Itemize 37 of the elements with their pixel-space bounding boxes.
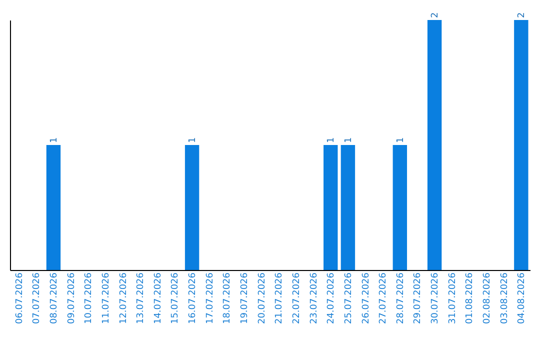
x-tick-label: 23.07.2026 xyxy=(309,272,320,324)
x-tick-label: 13.07.2026 xyxy=(136,272,146,324)
x-tick-label: 15.07.2026 xyxy=(170,272,181,324)
x-tick-label: 12.07.2026 xyxy=(118,272,129,324)
x-tick-label: 02.08.2026 xyxy=(482,272,493,324)
x-tick-label: 17.07.2026 xyxy=(205,272,216,324)
x-tick-label: 16.07.2026 xyxy=(188,272,198,324)
x-tick-label: 25.07.2026 xyxy=(344,272,354,324)
x-tick-label: 14.07.2026 xyxy=(153,272,164,324)
x-tick-label: 28.07.2026 xyxy=(396,272,406,324)
x-tick-label: 31.07.2026 xyxy=(448,272,458,324)
x-tick-label: 22.07.2026 xyxy=(292,272,302,324)
x-tick-label: 07.07.2026 xyxy=(32,272,42,324)
x-tick-label: 04.08.2026 xyxy=(517,272,528,324)
x-tick-label: 19.07.2026 xyxy=(240,272,250,324)
x-tick-label: 27.07.2026 xyxy=(378,272,389,324)
data-label: 1 xyxy=(396,137,406,143)
x-tick-label: 08.07.2026 xyxy=(49,272,60,324)
data-label: 1 xyxy=(326,137,337,143)
x-tick-label: 29.07.2026 xyxy=(413,272,424,324)
x-tick-label: 10.07.2026 xyxy=(84,272,94,324)
x-tick-label: 21.07.2026 xyxy=(274,272,285,324)
x-tick-label: 06.07.2026 xyxy=(14,272,25,324)
data-label: 2 xyxy=(517,12,528,18)
data-label: 2 xyxy=(430,12,441,18)
x-tick-label: 26.07.2026 xyxy=(361,272,372,324)
x-tick-label: 24.07.2026 xyxy=(326,272,337,324)
data-label: 1 xyxy=(188,137,198,143)
x-tick-label: 30.07.2026 xyxy=(430,272,441,324)
x-tick-label: 11.07.2026 xyxy=(101,272,112,324)
x-tick-label: 03.08.2026 xyxy=(500,272,510,324)
data-label: 1 xyxy=(344,137,354,143)
x-tick-label: 20.07.2026 xyxy=(257,272,268,324)
x-tick-label: 01.08.2026 xyxy=(465,272,476,324)
x-tick-label: 18.07.2026 xyxy=(222,272,233,324)
data-label: 1 xyxy=(49,137,60,143)
x-tick-label: 09.07.2026 xyxy=(66,272,77,324)
